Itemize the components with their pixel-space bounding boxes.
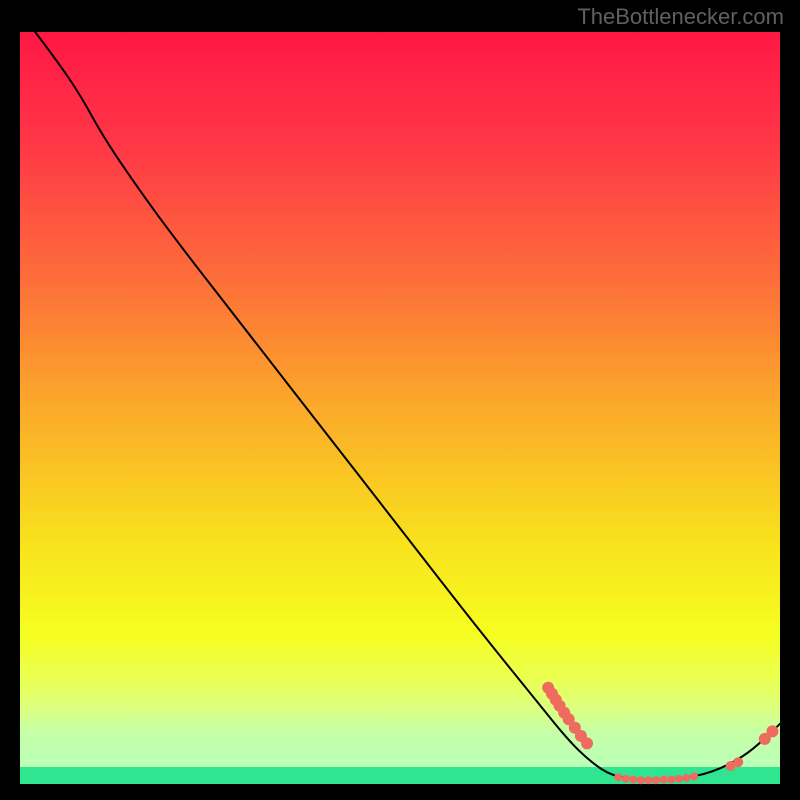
data-point: [652, 776, 660, 784]
data-point: [690, 773, 698, 781]
data-point: [675, 775, 683, 783]
data-point: [614, 773, 622, 781]
dots-svg: [0, 0, 800, 800]
attribution-text: TheBottlenecker.com: [577, 4, 784, 30]
data-point: [581, 737, 593, 749]
data-point: [660, 776, 668, 784]
chart-container: TheBottlenecker.com: [0, 0, 800, 800]
data-point: [629, 776, 637, 784]
data-point: [645, 776, 653, 784]
data-point: [637, 776, 645, 784]
data-point: [683, 774, 691, 782]
data-point: [622, 775, 630, 783]
data-point: [733, 757, 743, 767]
data-point: [766, 725, 778, 737]
data-point: [667, 776, 675, 784]
